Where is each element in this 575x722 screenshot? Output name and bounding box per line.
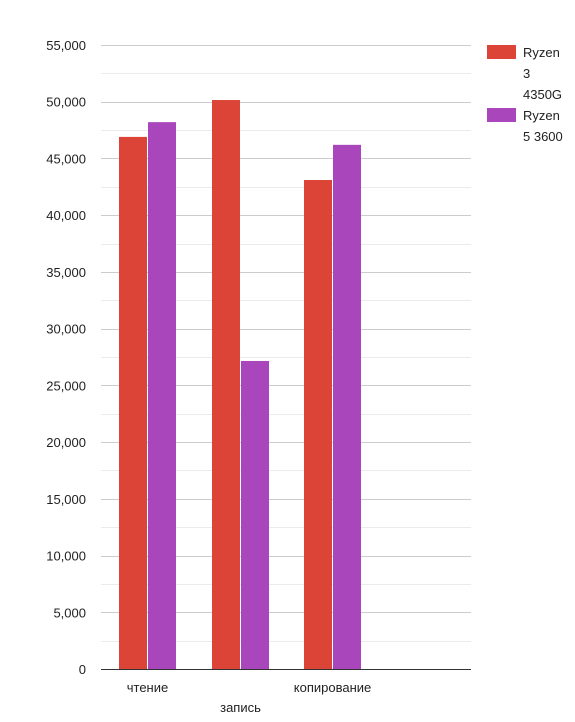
- legend-label: 3: [523, 66, 530, 81]
- x-category-label: чтение: [127, 680, 168, 695]
- bar-ryzen-5-3600-1: [241, 360, 269, 669]
- y-axis-ticks: 0 5,000 10,000 15,000 20,000 25,000 30,000 35,0…: [46, 38, 86, 677]
- y-tick-label: 45,000: [46, 151, 86, 166]
- y-tick-label: 10,000: [46, 549, 86, 564]
- y-tick-label: 5,000: [53, 605, 86, 620]
- legend-swatch: [487, 45, 516, 59]
- y-tick-label: 40,000: [46, 208, 86, 223]
- y-tick-label: 0: [79, 662, 86, 677]
- legend-swatch: [487, 108, 516, 122]
- bar-ryzen-3-4350g-2: [304, 180, 332, 669]
- y-tick-label: 55,000: [46, 38, 86, 53]
- x-axis-categories: чтение запись копирование: [127, 680, 371, 715]
- bar-ryzen-5-3600-0: [148, 122, 176, 669]
- legend-label: Ryzen: [523, 108, 560, 123]
- y-tick-label: 20,000: [46, 435, 86, 450]
- y-tick-label: 25,000: [46, 378, 86, 393]
- bar-ryzen-5-3600-2: [333, 144, 361, 670]
- bar-ryzen-3-4350g-1: [212, 100, 240, 669]
- legend-label: Ryzen: [523, 45, 560, 60]
- y-tick-label: 30,000: [46, 322, 86, 337]
- x-category-label: запись: [220, 700, 261, 715]
- y-tick-label: 35,000: [46, 265, 86, 280]
- legend-label: 4350G: [523, 87, 562, 102]
- legend: Ryzen 3 4350G Ryzen 5 3600: [487, 45, 563, 144]
- y-tick-label: 15,000: [46, 492, 86, 507]
- y-tick-label: 50,000: [46, 95, 86, 110]
- bars: [119, 100, 361, 670]
- bar-ryzen-3-4350g-0: [119, 136, 147, 669]
- legend-label: 5 3600: [523, 129, 563, 144]
- x-category-label: копирование: [294, 680, 372, 695]
